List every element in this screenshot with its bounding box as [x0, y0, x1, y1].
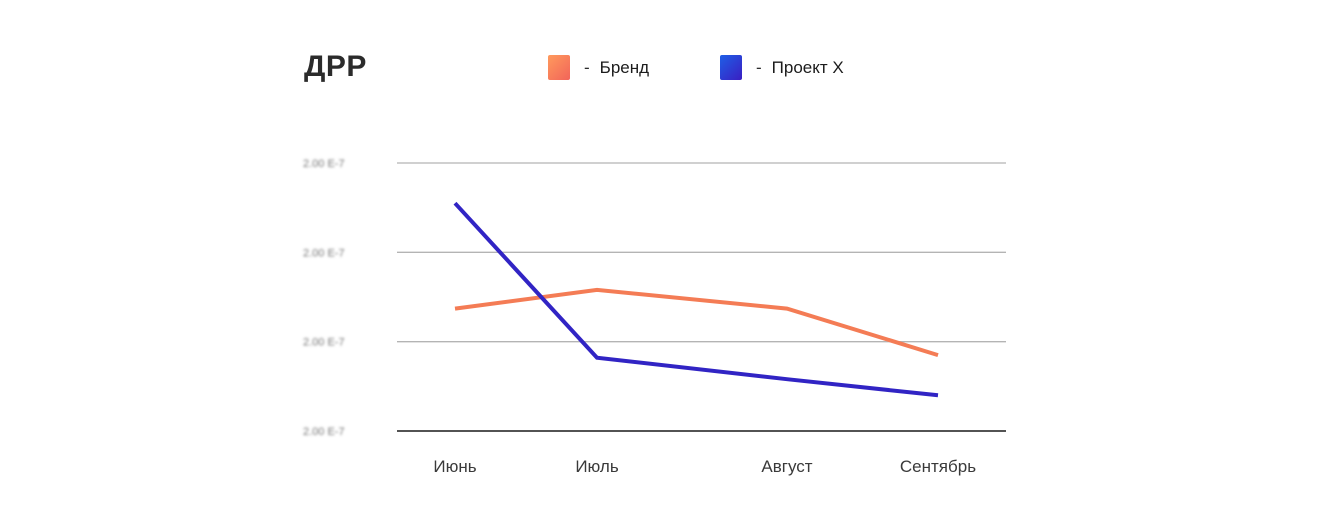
chart-title: ДРР — [304, 50, 367, 83]
y-tick-label: 2.00 E-7 — [303, 247, 345, 259]
legend-item-brand: - Бренд — [548, 55, 649, 80]
x-tick-label: Июнь — [433, 457, 476, 476]
legend-label-project-x: Проект X — [771, 57, 844, 77]
legend-dash: - — [584, 57, 590, 77]
y-tick-label: 2.00 E-7 — [303, 426, 345, 438]
series-line-brand — [454, 287, 939, 358]
legend-swatch-project-x — [720, 55, 742, 80]
legend-item-project-x: - Проект X — [720, 55, 844, 80]
x-tick-label: Сентябрь — [900, 457, 976, 476]
legend-swatch-brand — [548, 55, 570, 80]
y-tick-label: 2.00 E-7 — [303, 158, 345, 170]
x-tick-label: Август — [761, 457, 812, 476]
series-line-project-x — [453, 201, 939, 398]
legend-label-brand: Бренд — [599, 57, 650, 77]
legend-dash: - — [756, 57, 762, 77]
y-tick-label: 2.00 E-7 — [303, 337, 345, 349]
x-tick-label: Июль — [575, 457, 619, 476]
